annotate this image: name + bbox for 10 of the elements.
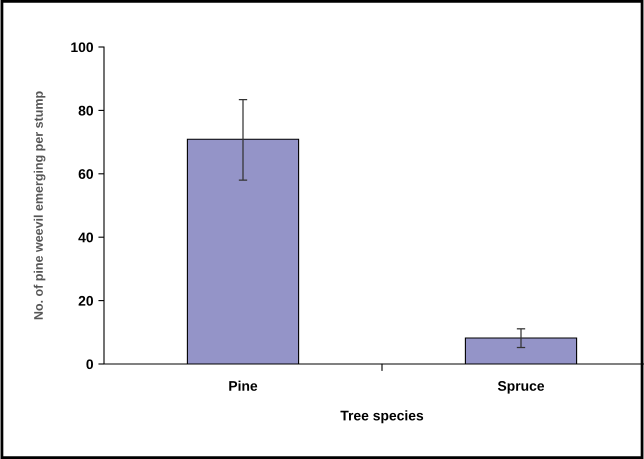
x-tick-label: Spruce	[498, 381, 544, 394]
y-tick-label: 40	[78, 232, 94, 242]
y-tick-label: 100	[71, 42, 94, 52]
y-tick-label: 80	[78, 106, 94, 116]
x-tick-label: Pine	[229, 380, 258, 391]
y-tick-label: 0	[86, 359, 94, 370]
x-axis-title: Tree species	[340, 410, 424, 424]
y-tick-label: 20	[78, 296, 94, 306]
y-tick-label: 60	[78, 169, 94, 179]
y-axis-title: No. of pine weevil emerging per stump	[34, 91, 46, 320]
